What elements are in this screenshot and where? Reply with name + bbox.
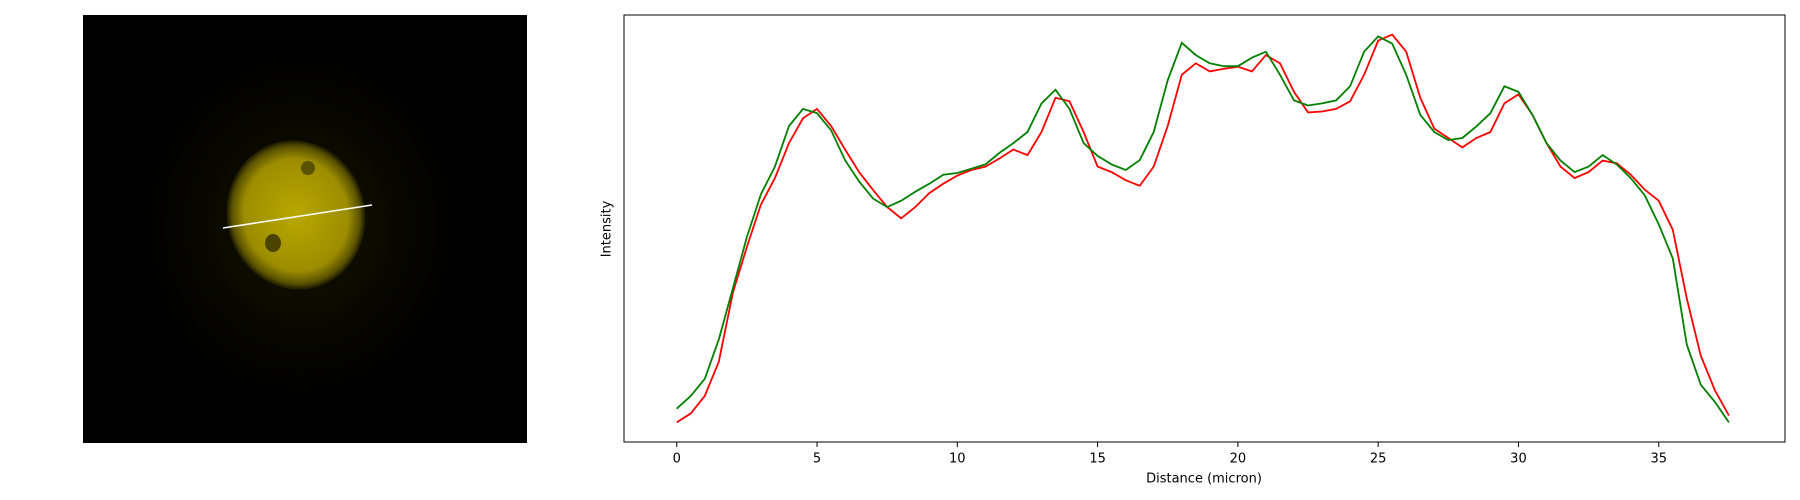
x-tick-label: 25 [1370,452,1387,467]
x-tick-label: 30 [1510,452,1527,467]
x-axis-label: Distance (micron) [1146,472,1262,487]
x-tick-label: 35 [1650,452,1667,467]
series-line [676,35,1730,423]
x-tick-label: 20 [1230,452,1247,467]
x-tick-label: 5 [813,452,821,467]
nucleolus [265,234,281,252]
micrograph [83,15,527,443]
nucleolus [301,161,315,175]
y-axis-label: Intensity [600,200,615,257]
profile-line [222,204,373,229]
x-tick-label: 0 [673,452,681,467]
x-tick-label: 15 [1089,452,1106,467]
nucleus [226,140,366,290]
plot-frame [623,14,1786,443]
x-tick-label: 10 [949,452,966,467]
series-line [676,33,1730,424]
